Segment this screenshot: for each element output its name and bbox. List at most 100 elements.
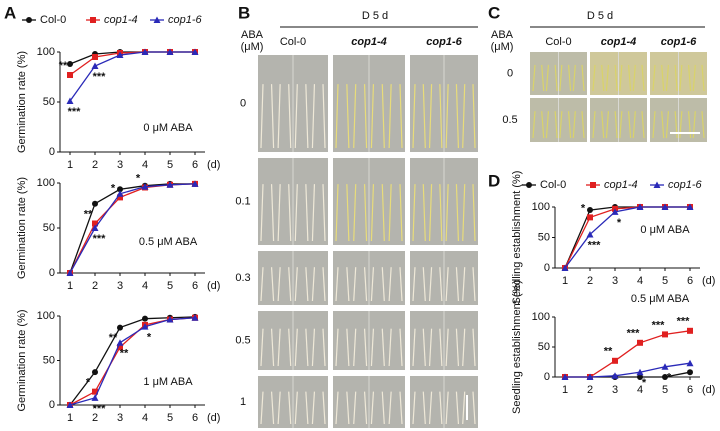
seedling (322, 328, 326, 367)
seedling (472, 328, 476, 367)
seedling (581, 64, 585, 92)
seedling (679, 64, 683, 92)
significance: * (581, 202, 586, 214)
seedling (363, 184, 368, 242)
seedling (455, 391, 460, 425)
x-tick-label: 5 (662, 275, 668, 287)
seedling (346, 84, 350, 149)
seedling (288, 267, 292, 302)
x-tick-label: 2 (587, 384, 593, 396)
seedling (665, 64, 670, 92)
y-tick-label: 0 (49, 146, 55, 158)
data-point (116, 51, 124, 58)
row-title: (μM) (491, 41, 514, 53)
x-tick-label: 4 (142, 412, 148, 424)
x-tick-label: 6 (687, 275, 693, 287)
significance: ** (604, 346, 613, 358)
seedling (572, 111, 576, 139)
note: 0 μM ABA (640, 224, 690, 236)
seedling (661, 111, 665, 139)
significance: * (86, 377, 91, 389)
seedling (277, 84, 281, 149)
y-tick-label: 50 (43, 96, 55, 108)
seedling (462, 184, 466, 242)
x-tick-label: 4 (637, 384, 643, 396)
seedling (601, 64, 605, 92)
seedling (541, 111, 545, 139)
y-tick-label: 50 (43, 354, 55, 366)
data-point (91, 394, 99, 401)
seedling (399, 328, 403, 367)
x-tick-label: 3 (117, 412, 123, 424)
significance: * (667, 372, 672, 384)
legend-marker (153, 16, 161, 23)
data-point (191, 48, 199, 55)
x-tick-label: 4 (142, 159, 148, 171)
x-tick-label: 1 (67, 412, 73, 424)
seedling (545, 64, 550, 92)
x-tick-label: 6 (192, 412, 198, 424)
seedling (335, 391, 339, 425)
seedling (346, 328, 350, 367)
data-point (92, 220, 98, 227)
row-title: ABA (491, 29, 514, 41)
series-line (565, 362, 691, 378)
seedling (632, 111, 636, 139)
seedling (567, 111, 572, 139)
significance: *** (68, 106, 82, 118)
seedling (363, 84, 368, 149)
seedling (381, 328, 385, 367)
seedling (532, 64, 536, 92)
seedling (567, 64, 572, 92)
data-point (166, 316, 174, 323)
y-tick-label: 100 (37, 310, 55, 322)
data-point (142, 315, 148, 322)
seedling (381, 267, 385, 302)
significance: ** (84, 208, 93, 220)
seedling (614, 111, 618, 139)
data-point (612, 357, 618, 364)
data-point (117, 344, 123, 351)
x-tick-label: 2 (587, 275, 593, 287)
seedling (322, 391, 326, 425)
seedling (370, 267, 375, 302)
significance: *** (677, 316, 691, 328)
seedling (370, 84, 375, 149)
seedling (445, 84, 449, 149)
legend-label: cop1-6 (168, 14, 203, 26)
significance: *** (627, 328, 641, 340)
y-tick-label: 0 (49, 399, 55, 411)
x-tick-label: 3 (117, 159, 123, 171)
data-point (141, 183, 149, 190)
seedling (581, 111, 585, 139)
seedling (601, 111, 605, 139)
seedling (353, 267, 357, 302)
significance: * (642, 377, 647, 389)
legend-marker (590, 182, 596, 188)
y-axis-label: Seedling establishment (%) (511, 280, 523, 414)
y-tick-label: 100 (37, 46, 55, 58)
x-axis-label: (d) (702, 275, 715, 287)
seedling (305, 184, 309, 242)
seedling (559, 64, 563, 92)
data-point (586, 230, 594, 238)
x-tick-label: 1 (67, 280, 73, 292)
seedling (641, 111, 645, 139)
data-point (141, 48, 149, 55)
seedling (399, 84, 403, 149)
row-label: 1 (240, 396, 246, 408)
legend-marker (26, 17, 32, 23)
y-tick-label: 100 (532, 311, 550, 323)
data-point (687, 369, 693, 376)
data-point (66, 401, 74, 408)
seedling (592, 111, 596, 139)
x-tick-label: 6 (192, 159, 198, 171)
seedling (305, 267, 309, 302)
legend-label: Col-0 (40, 14, 66, 26)
data-point (166, 181, 174, 188)
seedling (412, 267, 416, 302)
seedling (388, 84, 392, 149)
significance: * (617, 217, 622, 229)
seedling (554, 64, 558, 92)
seedling (346, 391, 350, 425)
